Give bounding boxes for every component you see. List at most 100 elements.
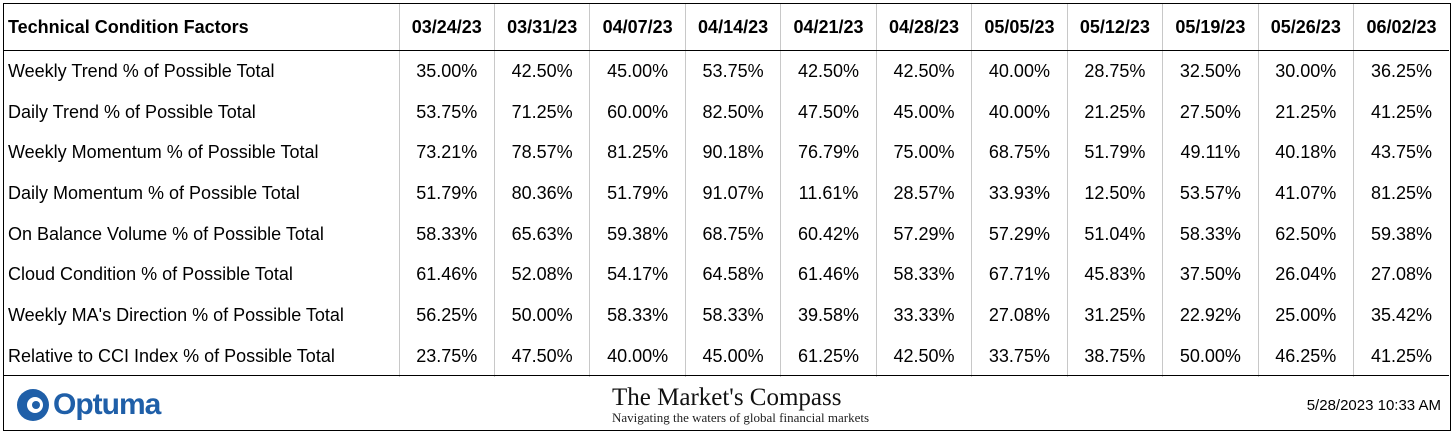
value-cell: 27.08%	[1353, 254, 1449, 296]
value-cell: 91.07%	[684, 173, 781, 214]
value-cell: 75.00%	[875, 132, 972, 174]
value-cell: 71.25%	[493, 91, 590, 133]
date-header: 03/31/23	[493, 4, 590, 51]
value-cell: 27.50%	[1162, 91, 1259, 133]
value-cell: 58.33%	[589, 295, 686, 336]
date-header: 04/07/23	[589, 4, 686, 51]
value-cell: 67.71%	[971, 254, 1068, 296]
value-cell: 12.50%	[1066, 173, 1163, 214]
value-cell: 11.61%	[780, 173, 877, 214]
value-cell: 51.79%	[1066, 132, 1163, 174]
date-header: 04/28/23	[875, 4, 972, 51]
value-cell: 35.42%	[1353, 295, 1449, 336]
value-cell: 47.50%	[493, 335, 590, 377]
date-header: 04/14/23	[684, 4, 781, 51]
value-cell: 33.33%	[875, 295, 972, 336]
value-cell: 60.42%	[780, 213, 877, 255]
value-cell: 64.58%	[684, 254, 781, 296]
date-header: 05/05/23	[971, 4, 1068, 51]
value-cell: 42.50%	[875, 335, 972, 377]
table-row: Weekly Momentum % of Possible Total 73.21…	[4, 132, 1449, 174]
value-cell: 21.25%	[1257, 91, 1354, 133]
value-cell: 68.75%	[971, 132, 1068, 174]
logo: Optuma	[16, 388, 161, 422]
value-cell: 33.75%	[971, 335, 1068, 377]
value-cell: 45.00%	[875, 91, 972, 133]
value-cell: 42.50%	[780, 50, 877, 92]
date-header: 05/12/23	[1066, 4, 1163, 51]
value-cell: 45.83%	[1066, 254, 1163, 296]
value-cell: 45.00%	[684, 335, 781, 377]
value-cell: 28.75%	[1066, 50, 1163, 92]
value-cell: 61.46%	[780, 254, 877, 296]
factor-label: Cloud Condition % of Possible Total	[8, 264, 293, 285]
date-header: 05/19/23	[1162, 4, 1259, 51]
factor-label: Daily Trend % of Possible Total	[8, 101, 256, 122]
table-row: Weekly MA's Direction % of Possible Tota…	[4, 295, 1449, 336]
value-cell: 51.04%	[1066, 213, 1163, 255]
value-cell: 61.25%	[780, 335, 877, 377]
value-cell: 27.08%	[971, 295, 1068, 336]
value-cell: 36.25%	[1353, 50, 1449, 92]
value-cell: 90.18%	[684, 132, 781, 174]
value-cell: 62.50%	[1257, 213, 1354, 255]
value-cell: 76.79%	[780, 132, 877, 174]
value-cell: 38.75%	[1066, 335, 1163, 377]
value-cell: 33.93%	[971, 173, 1068, 214]
value-cell: 40.18%	[1257, 132, 1354, 174]
value-cell: 58.33%	[1162, 213, 1259, 255]
value-cell: 31.25%	[1066, 295, 1163, 336]
logo-text: Optuma	[53, 388, 161, 421]
footer: Optuma The Market's Compass Navigating t…	[4, 375, 1449, 430]
value-cell: 50.00%	[1162, 335, 1259, 377]
factors-table: Technical Condition Factors 03/24/23 03/31…	[4, 4, 1449, 377]
value-cell: 32.50%	[1162, 50, 1259, 92]
date-header: 04/21/23	[780, 4, 877, 51]
factor-label: Weekly Momentum % of Possible Total	[8, 142, 319, 163]
value-cell: 81.25%	[1353, 173, 1449, 214]
value-cell: 41.25%	[1353, 335, 1449, 377]
value-cell: 65.63%	[493, 213, 590, 255]
value-cell: 53.75%	[684, 50, 781, 92]
value-cell: 53.75%	[398, 91, 495, 133]
factor-label: Weekly MA's Direction % of Possible Tota…	[8, 304, 344, 325]
value-cell: 73.21%	[398, 132, 495, 174]
brand-title: The Market's Compass	[612, 384, 842, 411]
logo-icon	[17, 389, 49, 421]
brand-subtitle: Navigating the waters of global financia…	[612, 410, 870, 425]
value-cell: 40.00%	[971, 50, 1068, 92]
value-cell: 40.00%	[589, 335, 686, 377]
value-cell: 57.29%	[875, 213, 972, 255]
value-cell: 43.75%	[1353, 132, 1449, 174]
value-cell: 51.79%	[589, 173, 686, 214]
table-frame: Technical Condition Factors 03/24/23 03/31…	[3, 3, 1451, 431]
value-cell: 78.57%	[493, 132, 590, 174]
value-cell: 82.50%	[684, 91, 781, 133]
value-cell: 58.33%	[684, 295, 781, 336]
value-cell: 54.17%	[589, 254, 686, 296]
value-cell: 46.25%	[1257, 335, 1354, 377]
value-cell: 59.38%	[1353, 213, 1449, 255]
table-row: Daily Trend % of Possible Total 53.75% 71.…	[4, 91, 1449, 133]
factor-header: Technical Condition Factors	[4, 4, 399, 51]
factor-label: Daily Momentum % of Possible Total	[8, 182, 300, 203]
factor-label: Relative to CCI Index % of Possible Tota…	[8, 345, 335, 366]
value-cell: 41.07%	[1257, 173, 1354, 214]
table-row: Relative to CCI Index % of Possible Tota…	[4, 335, 1449, 377]
value-cell: 57.29%	[971, 213, 1068, 255]
date-header: 03/24/23	[398, 4, 495, 51]
value-cell: 22.92%	[1162, 295, 1259, 336]
value-cell: 51.79%	[398, 173, 495, 214]
date-header: 05/26/23	[1257, 4, 1354, 51]
value-cell: 37.50%	[1162, 254, 1259, 296]
value-cell: 28.57%	[875, 173, 972, 214]
table-row: On Balance Volume % of Possible Total 58.…	[4, 213, 1449, 255]
value-cell: 49.11%	[1162, 132, 1259, 174]
value-cell: 59.38%	[589, 213, 686, 255]
value-cell: 58.33%	[875, 254, 972, 296]
value-cell: 80.36%	[493, 173, 590, 214]
value-cell: 52.08%	[493, 254, 590, 296]
value-cell: 45.00%	[589, 50, 686, 92]
value-cell: 50.00%	[493, 295, 590, 336]
